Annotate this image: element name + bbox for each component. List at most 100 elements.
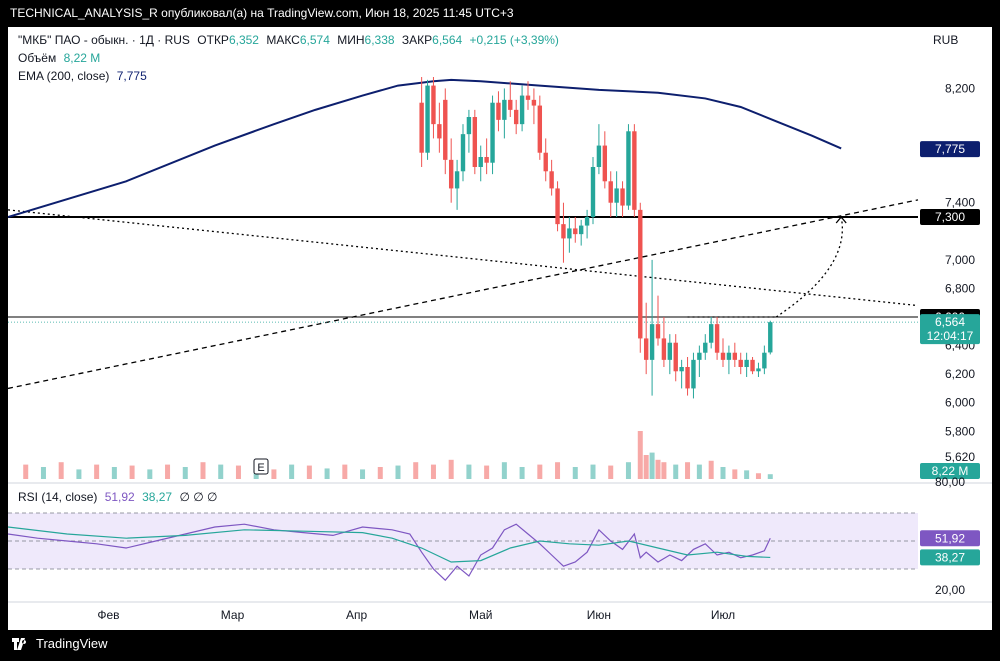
candle[interactable] xyxy=(448,138,454,203)
candle-body xyxy=(708,324,714,343)
rsi-value-tag-label: 51,92 xyxy=(935,531,965,545)
candle[interactable] xyxy=(472,109,478,175)
candle[interactable] xyxy=(508,81,513,117)
candle[interactable] xyxy=(673,334,678,382)
candle[interactable] xyxy=(419,77,424,167)
candle-body xyxy=(655,324,661,339)
volume-bar xyxy=(732,469,738,479)
candle[interactable] xyxy=(431,77,436,139)
volume-bar xyxy=(608,465,614,479)
candle[interactable] xyxy=(519,85,525,132)
candle[interactable] xyxy=(750,357,755,375)
dashed-trendline[interactable] xyxy=(8,199,919,390)
candle[interactable] xyxy=(626,124,631,210)
candle[interactable] xyxy=(732,342,738,367)
candle[interactable] xyxy=(691,352,696,399)
candle[interactable] xyxy=(513,99,519,135)
candle[interactable] xyxy=(708,317,714,349)
candle[interactable] xyxy=(703,334,708,360)
candle[interactable] xyxy=(638,202,643,353)
candle[interactable] xyxy=(632,124,637,217)
candle[interactable] xyxy=(555,181,560,232)
candle[interactable] xyxy=(596,124,602,175)
candle-body xyxy=(525,95,531,100)
candle[interactable] xyxy=(620,181,625,217)
candle[interactable] xyxy=(437,102,442,153)
volume-bar xyxy=(625,462,631,479)
candle[interactable] xyxy=(578,219,584,246)
candle[interactable] xyxy=(543,138,548,182)
candle[interactable] xyxy=(549,159,554,196)
chart-svg[interactable]: 8,2007,4007,0006,8006,4006,2006,0005,800… xyxy=(8,27,992,630)
candle[interactable] xyxy=(614,171,619,217)
candle-body xyxy=(732,352,738,360)
volume-bar xyxy=(289,464,295,479)
candle[interactable] xyxy=(714,317,720,360)
candle[interactable] xyxy=(537,95,543,160)
candle-body xyxy=(673,342,678,372)
candle-body xyxy=(531,99,537,106)
candle[interactable] xyxy=(643,302,649,375)
candle[interactable] xyxy=(484,138,489,175)
candle[interactable] xyxy=(720,338,726,367)
candle[interactable] xyxy=(726,345,732,375)
ema-line[interactable] xyxy=(8,78,842,218)
candle[interactable] xyxy=(531,88,537,125)
candle-body xyxy=(437,124,442,139)
volume-bar xyxy=(377,467,383,479)
candle[interactable] xyxy=(768,320,773,355)
candle[interactable] xyxy=(561,202,566,263)
candle[interactable] xyxy=(762,345,767,375)
volume-bar xyxy=(271,469,277,479)
candle[interactable] xyxy=(502,88,507,139)
candle[interactable] xyxy=(590,157,596,225)
candle-body xyxy=(496,102,501,120)
volume-bar xyxy=(182,467,188,479)
candle[interactable] xyxy=(661,317,667,367)
candle[interactable] xyxy=(490,95,495,175)
candle[interactable] xyxy=(602,131,608,189)
last-price-tag xyxy=(920,314,980,345)
last-price-countdown: 12:04:17 xyxy=(927,329,974,343)
candle[interactable] xyxy=(756,362,761,377)
candle[interactable] xyxy=(697,345,702,377)
candle[interactable] xyxy=(567,217,572,253)
earnings-marker[interactable]: E xyxy=(253,458,269,475)
candle[interactable] xyxy=(573,217,578,243)
dotted-trendline[interactable] xyxy=(8,209,919,307)
candle[interactable] xyxy=(525,81,531,110)
close-value: 6,564 xyxy=(432,33,462,47)
svg-text:"МКБ" ПАО - обыкн. · 1Д · RUS: "МКБ" ПАО - обыкн. · 1Д · RUS ОТКР6,352 … xyxy=(18,33,559,47)
volume-bar xyxy=(537,464,543,479)
rsi-line[interactable] xyxy=(8,523,771,582)
candle[interactable] xyxy=(443,88,448,175)
candle[interactable] xyxy=(496,91,501,132)
candle[interactable] xyxy=(454,159,460,210)
candle[interactable] xyxy=(679,359,684,389)
volume-label: Объём xyxy=(18,51,56,65)
ema-price-tag xyxy=(920,141,980,158)
candle[interactable] xyxy=(655,295,661,346)
candle[interactable] xyxy=(425,79,430,160)
candle[interactable] xyxy=(685,357,690,396)
volume-bar xyxy=(94,464,100,479)
candle[interactable] xyxy=(738,352,743,375)
candle[interactable] xyxy=(460,124,466,182)
volume-bar xyxy=(395,465,401,479)
candle[interactable] xyxy=(744,352,749,377)
volume-bar xyxy=(637,431,643,479)
candle[interactable] xyxy=(466,109,472,153)
candle-body xyxy=(472,117,478,167)
ma-line[interactable] xyxy=(8,526,771,563)
candle[interactable] xyxy=(667,334,673,375)
time-tick-label: Мар xyxy=(221,608,245,622)
earnings-marker-label: E xyxy=(257,462,264,474)
candle[interactable] xyxy=(608,171,613,217)
level-7300-tag-label: 7,300 xyxy=(935,210,965,224)
candle[interactable] xyxy=(649,259,655,396)
projection-arrow[interactable] xyxy=(775,216,843,318)
candle[interactable] xyxy=(584,209,590,239)
candle[interactable] xyxy=(478,145,483,182)
candle-body xyxy=(685,367,690,389)
price-tick-label: 8,200 xyxy=(945,81,975,95)
